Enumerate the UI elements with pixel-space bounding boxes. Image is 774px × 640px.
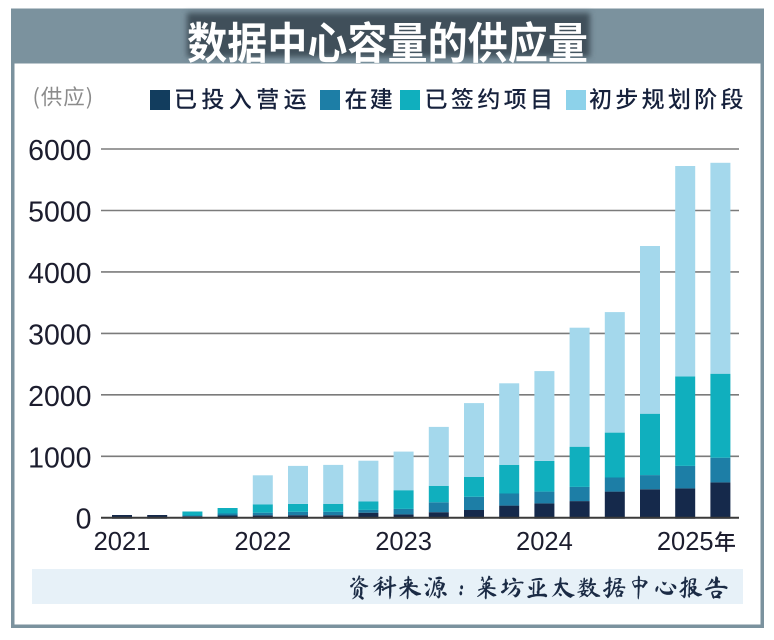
svg-text:2023: 2023 [375,528,432,556]
svg-text:2022: 2022 [234,528,291,556]
svg-text:2025: 2025 [657,528,714,556]
svg-text:2024: 2024 [516,528,573,556]
svg-text:1000: 1000 [28,442,91,474]
svg-text:3000: 3000 [28,319,91,351]
svg-text:2021: 2021 [94,528,151,556]
svg-text:2000: 2000 [28,381,91,413]
svg-text:0: 0 [76,504,92,536]
svg-text:4000: 4000 [28,258,91,290]
svg-text:6000: 6000 [28,135,91,167]
svg-text:5000: 5000 [28,197,91,229]
